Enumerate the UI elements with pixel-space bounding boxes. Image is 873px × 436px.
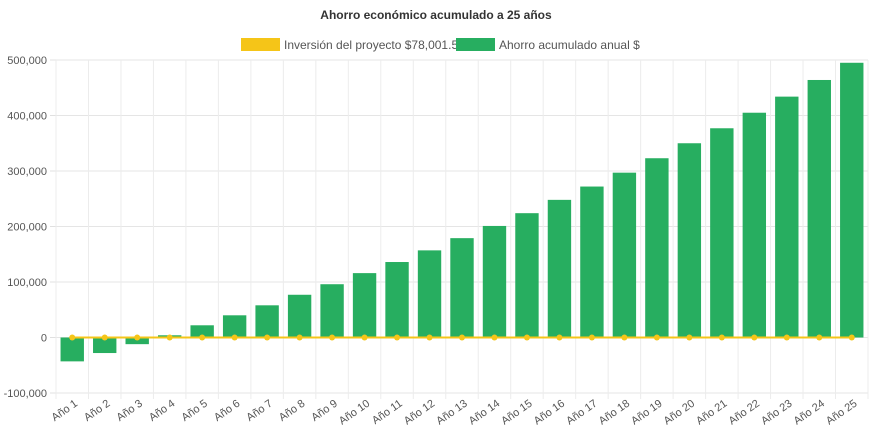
x-tick-label: Año 1 — [50, 398, 80, 424]
y-tick-label: 300,000 — [7, 166, 47, 178]
bar[interactable] — [417, 250, 442, 338]
y-axis: 500,000 400,000 300,000 200,000 100,000 0 -100… — [4, 55, 47, 400]
bar[interactable] — [742, 112, 767, 338]
line-point[interactable] — [134, 334, 141, 341]
chart-title: Ahorro económico acumulado a 25 años — [320, 8, 552, 22]
x-tick-label: Año 7 — [244, 398, 274, 424]
x-tick-label: Año 9 — [309, 398, 339, 424]
line-point[interactable] — [101, 334, 108, 341]
bar[interactable] — [515, 213, 539, 338]
line-point[interactable] — [783, 334, 790, 341]
x-tick-label: Año 11 — [370, 398, 405, 427]
x-tick-label: Año 15 — [499, 398, 534, 428]
x-tick-label: Año 25 — [824, 398, 859, 428]
x-tick-label: Año 19 — [629, 398, 664, 428]
line-point[interactable] — [588, 334, 595, 341]
legend-label-savings[interactable]: Ahorro acumulado anual $ — [499, 38, 640, 52]
x-tick-label: Año 21 — [694, 398, 729, 428]
line-point[interactable] — [199, 334, 206, 341]
bar[interactable] — [775, 96, 799, 338]
bar[interactable] — [677, 143, 702, 338]
x-tick-label: Año 18 — [597, 398, 632, 428]
line-point[interactable] — [69, 334, 76, 341]
x-tick-label: Año 14 — [467, 398, 502, 428]
x-tick-label: Año 16 — [532, 398, 567, 428]
x-tick-label: Año 22 — [727, 398, 762, 428]
legend-swatch-investment[interactable] — [241, 38, 280, 51]
bar[interactable] — [612, 172, 637, 338]
line-point[interactable] — [686, 334, 693, 341]
bar[interactable] — [645, 158, 669, 338]
bar[interactable] — [190, 325, 214, 338]
line-point[interactable] — [523, 334, 530, 341]
y-tick-label: 500,000 — [7, 55, 47, 67]
x-tick-label: Año 10 — [337, 398, 372, 428]
line-point[interactable] — [361, 334, 368, 341]
bar[interactable] — [710, 128, 734, 338]
line-point[interactable] — [459, 334, 465, 341]
bar-series — [60, 62, 864, 362]
line-point[interactable] — [621, 334, 628, 341]
x-tick-label: Año 13 — [434, 398, 469, 428]
y-tick-label: 0 — [41, 333, 47, 345]
x-tick-label: Año 24 — [792, 398, 827, 428]
bar[interactable] — [547, 199, 572, 338]
line-point[interactable] — [816, 334, 823, 341]
x-tick-label: Año 17 — [564, 398, 599, 428]
x-tick-label: Año 12 — [402, 398, 437, 428]
y-tick-label: 100,000 — [7, 277, 47, 289]
bar[interactable] — [255, 305, 279, 338]
line-point[interactable] — [848, 334, 855, 341]
x-tick-label: Año 6 — [212, 398, 242, 424]
y-tick-label: 200,000 — [7, 222, 47, 234]
bar[interactable] — [450, 238, 474, 338]
bar[interactable] — [352, 273, 377, 338]
bar[interactable] — [482, 225, 507, 338]
bar[interactable] — [125, 337, 149, 345]
legend-label-investment[interactable]: Inversión del proyecto $78,001.56 — [284, 38, 465, 52]
bar[interactable] — [287, 294, 312, 338]
bar[interactable] — [807, 79, 831, 338]
line-point[interactable] — [329, 334, 336, 341]
line-point[interactable] — [264, 334, 271, 341]
line-point[interactable] — [166, 334, 173, 341]
bar[interactable] — [580, 186, 604, 338]
x-tick-label: Año 4 — [147, 398, 177, 424]
x-axis: Año 1 Año 2 Año 3 Año 4 Año 5 Año 6 Año 7 Año 8… — [50, 398, 860, 428]
legend: Inversión del proyecto $78,001.56 Ahorro… — [241, 38, 640, 52]
bar[interactable] — [385, 262, 409, 338]
line-point[interactable] — [231, 334, 238, 341]
x-tick-label: Año 3 — [114, 398, 144, 424]
bar[interactable] — [222, 315, 247, 338]
bar[interactable] — [320, 284, 344, 338]
bar[interactable] — [840, 62, 864, 338]
line-point[interactable] — [491, 334, 498, 341]
x-tick-label: Año 5 — [179, 398, 209, 424]
line-point[interactable] — [296, 334, 303, 341]
x-tick-label: Año 20 — [662, 398, 697, 428]
line-point[interactable] — [426, 334, 433, 341]
line-point[interactable] — [718, 334, 725, 341]
x-tick-label: Año 2 — [82, 398, 112, 424]
x-tick-label: Año 23 — [759, 398, 794, 428]
bar[interactable] — [93, 337, 117, 354]
y-tick-label: 400,000 — [7, 111, 47, 123]
line-series — [69, 334, 855, 341]
line-point[interactable] — [394, 334, 401, 341]
line-point[interactable] — [653, 334, 660, 341]
y-tick-label: -100,000 — [4, 388, 47, 400]
x-tick-label: Año 8 — [277, 398, 307, 424]
line-point[interactable] — [556, 334, 563, 341]
line-point[interactable] — [751, 334, 758, 341]
legend-swatch-savings[interactable] — [456, 38, 495, 51]
bar[interactable] — [60, 337, 84, 362]
